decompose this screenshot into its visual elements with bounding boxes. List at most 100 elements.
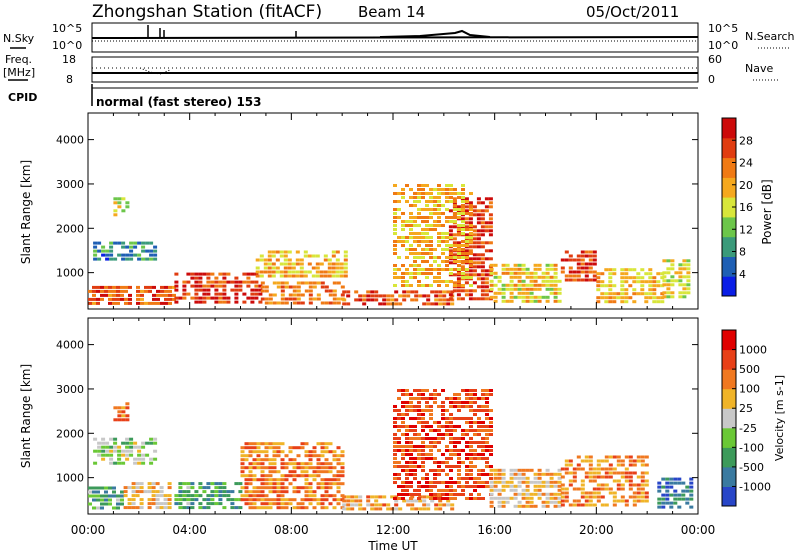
data-cell	[194, 288, 199, 292]
data-cell	[252, 446, 257, 450]
data-cell	[304, 289, 309, 293]
data-cell	[644, 296, 649, 300]
data-cell	[592, 471, 597, 475]
data-cell	[648, 296, 653, 300]
data-cell	[393, 445, 397, 448]
data-cell	[660, 292, 665, 296]
data-cell	[342, 302, 347, 306]
data-cell	[481, 481, 485, 484]
data-cell	[489, 393, 493, 396]
data-cell	[464, 209, 469, 213]
data-cell	[426, 495, 431, 499]
data-cell	[553, 472, 558, 476]
data-cell	[513, 492, 518, 496]
data-cell	[465, 457, 469, 460]
data-cell	[409, 445, 413, 448]
data-cell	[405, 268, 409, 271]
data-cell	[644, 455, 649, 459]
data-cell	[564, 467, 569, 471]
data-cell	[332, 281, 337, 285]
data-cell	[190, 506, 195, 510]
data-cell	[445, 457, 449, 460]
data-cell	[553, 496, 558, 500]
data-cell	[117, 461, 122, 465]
data-cell	[264, 446, 269, 450]
data-cell	[596, 276, 601, 280]
data-cell	[405, 433, 409, 436]
data-cell	[616, 499, 621, 503]
data-cell	[421, 216, 425, 219]
data-cell	[354, 290, 359, 294]
data-cell	[304, 486, 309, 490]
data-cell	[596, 300, 601, 304]
data-cell	[505, 283, 510, 287]
data-cell	[652, 296, 657, 300]
data-cell	[214, 288, 219, 292]
data-cell	[264, 458, 269, 462]
data-cell	[678, 283, 683, 287]
data-cell	[636, 487, 641, 491]
data-cell	[681, 493, 686, 497]
data-cell	[557, 472, 562, 476]
colorbar-segment	[722, 118, 736, 139]
data-cell	[505, 484, 510, 488]
data-cell	[128, 293, 132, 297]
data-cell	[260, 450, 265, 454]
data-cell	[397, 409, 401, 412]
data-cell	[662, 271, 667, 275]
data-cell	[140, 297, 144, 301]
data-cell	[152, 293, 156, 297]
data-cell	[457, 449, 461, 452]
colorbar-tick-label: 100	[739, 383, 760, 396]
data-cell	[125, 453, 130, 457]
data-cell	[469, 449, 473, 452]
data-cell	[206, 498, 211, 502]
data-cell	[198, 276, 203, 280]
data-cell	[457, 260, 461, 263]
data-cell	[608, 292, 613, 296]
data-cell	[405, 485, 409, 488]
data-cell	[421, 421, 425, 424]
data-cell	[489, 287, 494, 291]
data-cell	[135, 486, 140, 490]
data-cell	[393, 433, 397, 436]
data-cell	[640, 288, 645, 292]
data-cell	[300, 442, 305, 446]
data-cell	[682, 259, 687, 263]
data-cell	[230, 502, 235, 506]
data-cell	[580, 491, 585, 495]
data-cell	[493, 476, 498, 480]
data-cell	[465, 481, 469, 484]
data-cell	[433, 457, 437, 460]
data-cell	[624, 499, 629, 503]
data-cell	[206, 296, 211, 300]
data-cell	[513, 488, 518, 492]
data-cell	[465, 401, 469, 404]
data-cell	[461, 401, 465, 404]
data-cell	[421, 236, 425, 239]
data-cell	[116, 285, 120, 289]
data-cell	[620, 499, 625, 503]
data-cell	[553, 279, 558, 283]
data-cell	[509, 484, 514, 488]
data-cell	[96, 486, 100, 490]
data-cell	[311, 254, 316, 258]
data-cell	[481, 449, 485, 452]
data-cell	[453, 453, 457, 456]
data-cell	[464, 273, 469, 277]
data-cell	[393, 200, 397, 203]
data-cell	[509, 468, 514, 472]
data-cell	[488, 197, 493, 201]
data-cell	[109, 445, 114, 449]
data-cell	[553, 480, 558, 484]
data-cell	[501, 271, 506, 275]
data-cell	[588, 270, 593, 274]
data-cell	[409, 453, 413, 456]
data-cell	[198, 280, 203, 284]
data-cell	[596, 487, 601, 491]
data-cell	[328, 482, 333, 486]
data-cell	[453, 256, 457, 259]
data-cell	[473, 485, 477, 488]
data-cell	[509, 480, 514, 484]
data-cell	[143, 490, 148, 494]
